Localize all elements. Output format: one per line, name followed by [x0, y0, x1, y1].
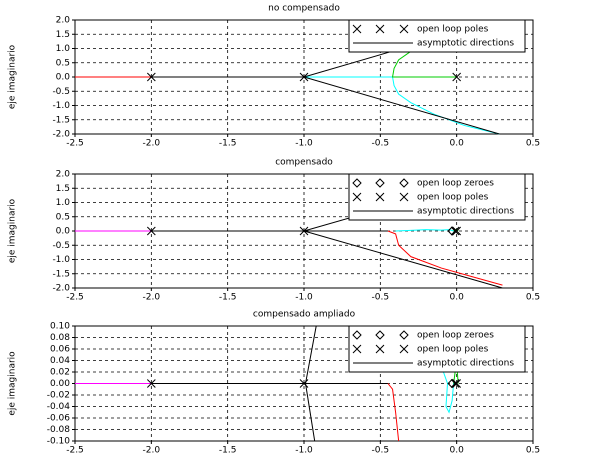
zero-marker: [375, 178, 385, 188]
y-tick-label: 0.5: [56, 58, 70, 68]
x-tick-label: 0.0: [450, 139, 465, 149]
x-tick-label: -0.5: [372, 446, 390, 456]
x-tick-label: -2.5: [66, 139, 84, 149]
y-tick-label: 0.04: [50, 356, 70, 366]
legend-label: asymptotic directions: [417, 359, 514, 369]
legend-label: open loop poles: [417, 25, 489, 35]
y-tick-label: 1.5: [56, 30, 70, 40]
y-tick-label: 1.0: [56, 198, 71, 208]
y-tick-label: 2.0: [56, 170, 71, 180]
pole-marker: [452, 72, 462, 82]
pole-marker: [399, 344, 409, 354]
x-tick-label: -2.5: [66, 293, 84, 303]
x-tick-label: -2.0: [143, 293, 161, 303]
x-tick-label: -0.5: [372, 139, 390, 149]
y-tick-label: 0.06: [50, 345, 70, 355]
pole-marker: [146, 379, 156, 388]
pole-marker: [450, 226, 460, 236]
zero-marker: [399, 178, 409, 188]
locus-line: [387, 230, 503, 286]
x-tick-label: 0.5: [526, 293, 540, 303]
y-tick-label: 0.5: [56, 212, 70, 222]
legend-box: [348, 173, 526, 221]
y-axis-label: eje imaginario: [8, 44, 18, 109]
pole-marker: [452, 379, 462, 388]
y-tick-label: 0.02: [50, 368, 70, 378]
y-tick-label: 0.0: [56, 227, 71, 237]
pole-marker: [352, 192, 362, 202]
pole-marker: [399, 24, 409, 34]
legend-box: [348, 325, 526, 373]
pole-marker: [146, 72, 156, 82]
zero-marker: [399, 330, 409, 340]
y-tick-label: -0.10: [47, 437, 71, 447]
x-tick-label: -0.5: [372, 293, 390, 303]
pole-marker: [299, 379, 309, 388]
y-tick-label: 1.5: [56, 184, 70, 194]
pole-marker: [452, 226, 462, 236]
pole-marker: [375, 24, 385, 34]
pole-marker: [146, 226, 156, 236]
y-tick-label: -0.08: [47, 425, 71, 435]
legend-label: open loop zeroes: [417, 179, 494, 189]
pole-marker: [375, 192, 385, 202]
legend-label: asymptotic directions: [417, 207, 514, 217]
x-tick-label: 0.5: [526, 446, 540, 456]
y-tick-label: -0.04: [47, 402, 71, 412]
zero-marker: [375, 330, 385, 340]
y-tick-label: 0.00: [50, 379, 70, 389]
x-tick-label: -1.5: [219, 293, 237, 303]
y-tick-label: -0.02: [47, 391, 70, 401]
pole-marker: [375, 344, 385, 354]
x-tick-label: -1.5: [219, 139, 237, 149]
zero-marker: [352, 330, 362, 340]
y-tick-label: 1.0: [56, 44, 71, 54]
y-tick-label: -0.5: [52, 241, 70, 251]
y-axis-label: eje imaginario: [8, 351, 18, 416]
y-tick-label: 0.10: [50, 322, 70, 332]
x-tick-label: -1.0: [295, 446, 313, 456]
y-tick-label: -0.06: [47, 414, 71, 424]
pole-marker: [399, 192, 409, 202]
y-tick-label: 0.08: [50, 333, 70, 343]
y-tick-label: 2.0: [56, 16, 71, 26]
x-tick-label: -2.0: [143, 139, 161, 149]
x-tick-label: 0.0: [450, 446, 465, 456]
legend-label: asymptotic directions: [417, 39, 514, 49]
legend-box: [348, 19, 526, 53]
x-tick-label: -1.0: [295, 293, 313, 303]
legend-label: open loop poles: [417, 193, 489, 203]
chart-title: compensado ampliado: [253, 310, 356, 320]
chart-title: no compensado: [268, 4, 340, 14]
locus-line: [304, 76, 500, 135]
x-tick-label: -1.0: [295, 139, 313, 149]
y-tick-label: -2.0: [52, 284, 70, 294]
pole-marker: [352, 24, 362, 34]
y-tick-label: -1.0: [52, 101, 70, 111]
pole-marker: [352, 344, 362, 354]
pole-marker: [450, 379, 460, 388]
y-tick-label: -1.5: [52, 115, 70, 125]
x-tick-label: 0.0: [450, 293, 465, 303]
y-tick-label: -1.5: [52, 269, 70, 279]
y-tick-label: -1.0: [52, 255, 70, 265]
y-tick-label: -2.0: [52, 130, 70, 140]
locus-line: [387, 383, 400, 442]
legend-label: open loop poles: [417, 345, 489, 355]
x-tick-label: 0.5: [526, 139, 540, 149]
y-tick-label: 0.0: [56, 73, 71, 83]
y-tick-label: -0.5: [52, 87, 70, 97]
x-tick-label: -2.0: [143, 446, 161, 456]
y-axis-label: eje imaginario: [8, 198, 18, 263]
chart-title: compensado: [275, 158, 333, 168]
x-tick-label: -1.5: [219, 446, 237, 456]
legend-label: open loop zeroes: [417, 331, 494, 341]
locus-line: [305, 325, 317, 442]
zero-marker: [352, 178, 362, 188]
x-tick-label: -2.5: [66, 446, 84, 456]
